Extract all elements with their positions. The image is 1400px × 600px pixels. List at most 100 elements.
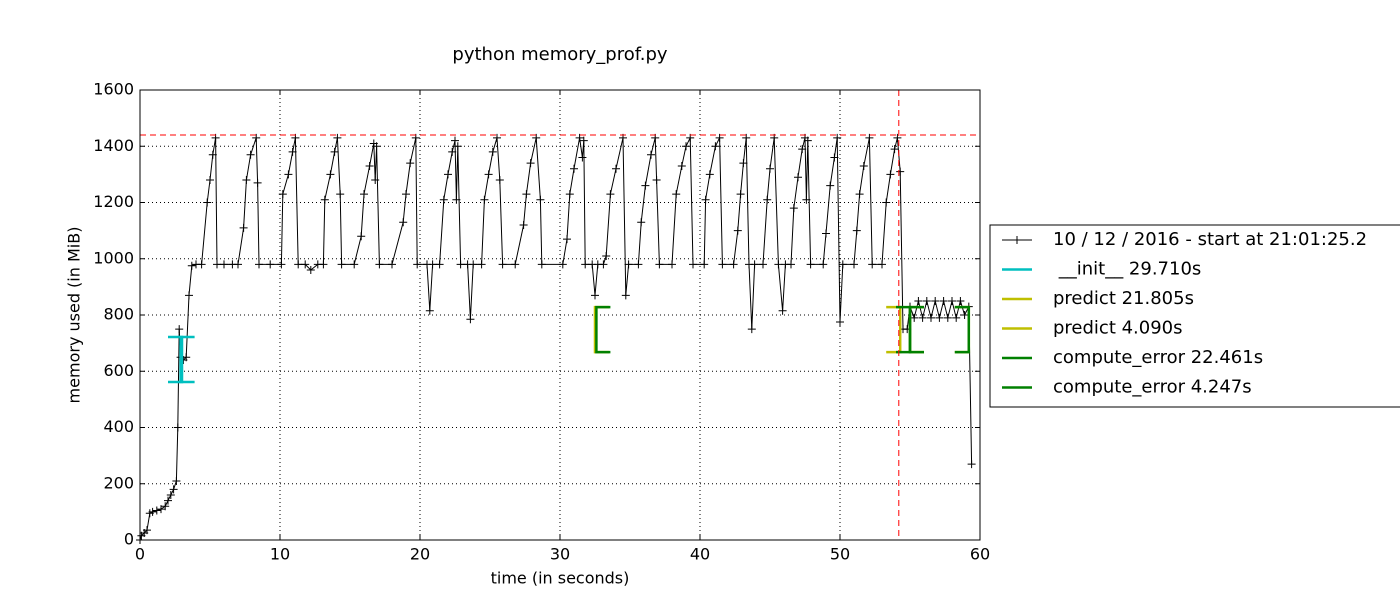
function-start-bracket xyxy=(908,305,924,354)
point-marker xyxy=(266,260,275,269)
point-marker xyxy=(182,353,191,362)
point-marker xyxy=(522,190,531,199)
point-marker xyxy=(637,218,646,227)
point-marker xyxy=(173,423,182,432)
x-tick-label: 30 xyxy=(550,545,570,564)
point-marker xyxy=(208,150,217,159)
y-tick-label: 1400 xyxy=(93,136,134,155)
point-marker xyxy=(448,147,457,156)
point-marker xyxy=(284,170,293,179)
point-marker xyxy=(747,325,756,334)
point-marker xyxy=(798,145,807,154)
x-tick-label: 60 xyxy=(970,545,990,564)
point-marker xyxy=(372,142,381,151)
point-marker xyxy=(143,526,151,535)
point-marker xyxy=(242,176,251,184)
point-marker xyxy=(739,159,748,168)
point-marker xyxy=(477,260,486,269)
point-marker xyxy=(914,296,923,305)
point-marker xyxy=(579,136,588,145)
point-marker xyxy=(301,260,310,269)
point-marker xyxy=(794,173,802,182)
point-marker xyxy=(599,260,608,269)
point-marker xyxy=(759,260,767,269)
point-marker xyxy=(157,505,165,514)
point-marker xyxy=(624,260,633,269)
point-marker xyxy=(890,145,899,154)
plot-frame xyxy=(139,89,981,541)
legend-label: __init__ 29.710s xyxy=(1053,259,1201,280)
point-marker xyxy=(537,260,546,269)
point-marker xyxy=(742,133,751,142)
point-marker xyxy=(203,198,212,207)
point-marker xyxy=(621,291,630,300)
point-marker xyxy=(466,315,475,324)
point-marker xyxy=(469,260,478,269)
point-marker xyxy=(838,260,847,269)
memory-line xyxy=(139,137,973,541)
point-marker xyxy=(935,313,944,322)
point-marker xyxy=(606,190,615,199)
point-marker xyxy=(819,260,828,269)
point-marker xyxy=(859,161,868,170)
point-marker xyxy=(882,198,891,207)
point-marker xyxy=(850,260,858,269)
y-tick-label: 0 xyxy=(124,530,134,549)
point-marker xyxy=(234,260,242,269)
point-marker xyxy=(836,318,844,327)
point-marker xyxy=(591,291,599,300)
point-marker xyxy=(789,204,798,213)
point-marker xyxy=(330,147,339,156)
point-marker xyxy=(413,260,422,269)
y-tick-label: 800 xyxy=(103,305,134,324)
point-marker xyxy=(246,150,255,159)
point-marker xyxy=(172,476,181,485)
point-marker xyxy=(852,226,861,235)
chart-title: python memory_prof.py xyxy=(452,44,668,65)
point-marker xyxy=(277,260,286,269)
point-marker xyxy=(320,195,329,204)
point-marker xyxy=(498,260,507,269)
point-marker xyxy=(337,260,346,269)
point-marker xyxy=(558,260,567,269)
y-tick-label: 1000 xyxy=(93,248,134,267)
point-marker xyxy=(213,260,221,269)
point-marker xyxy=(960,311,969,319)
point-marker xyxy=(865,133,874,142)
point-marker xyxy=(357,232,366,241)
point-marker xyxy=(612,164,620,173)
point-marker xyxy=(399,218,408,227)
point-marker xyxy=(444,170,452,179)
point-marker xyxy=(718,260,727,269)
point-marker xyxy=(787,260,795,269)
x-tick-label: 0 xyxy=(135,545,145,564)
point-marker xyxy=(294,260,303,269)
point-marker xyxy=(253,178,262,187)
point-marker xyxy=(578,153,587,162)
point-marker xyxy=(175,325,184,334)
point-marker xyxy=(943,313,952,322)
point-marker xyxy=(803,136,812,145)
point-marker xyxy=(641,181,650,190)
point-marker xyxy=(255,260,263,269)
point-marker xyxy=(388,260,396,269)
point-marker xyxy=(451,136,459,145)
point-marker xyxy=(428,260,437,269)
point-marker xyxy=(668,260,676,269)
point-marker xyxy=(700,260,709,269)
point-marker xyxy=(484,170,493,179)
point-marker xyxy=(536,195,545,204)
point-marker xyxy=(652,176,661,184)
point-marker xyxy=(750,260,759,269)
point-marker xyxy=(886,170,895,179)
point-marker xyxy=(896,167,905,176)
point-marker xyxy=(736,190,745,199)
point-marker xyxy=(733,226,742,235)
point-marker xyxy=(910,313,919,322)
point-marker xyxy=(575,133,584,142)
point-marker xyxy=(672,190,681,199)
point-marker xyxy=(878,260,886,269)
y-tick-label: 400 xyxy=(103,417,134,436)
legend-label: compute_error 4.247s xyxy=(1053,377,1252,398)
point-marker xyxy=(148,507,157,516)
